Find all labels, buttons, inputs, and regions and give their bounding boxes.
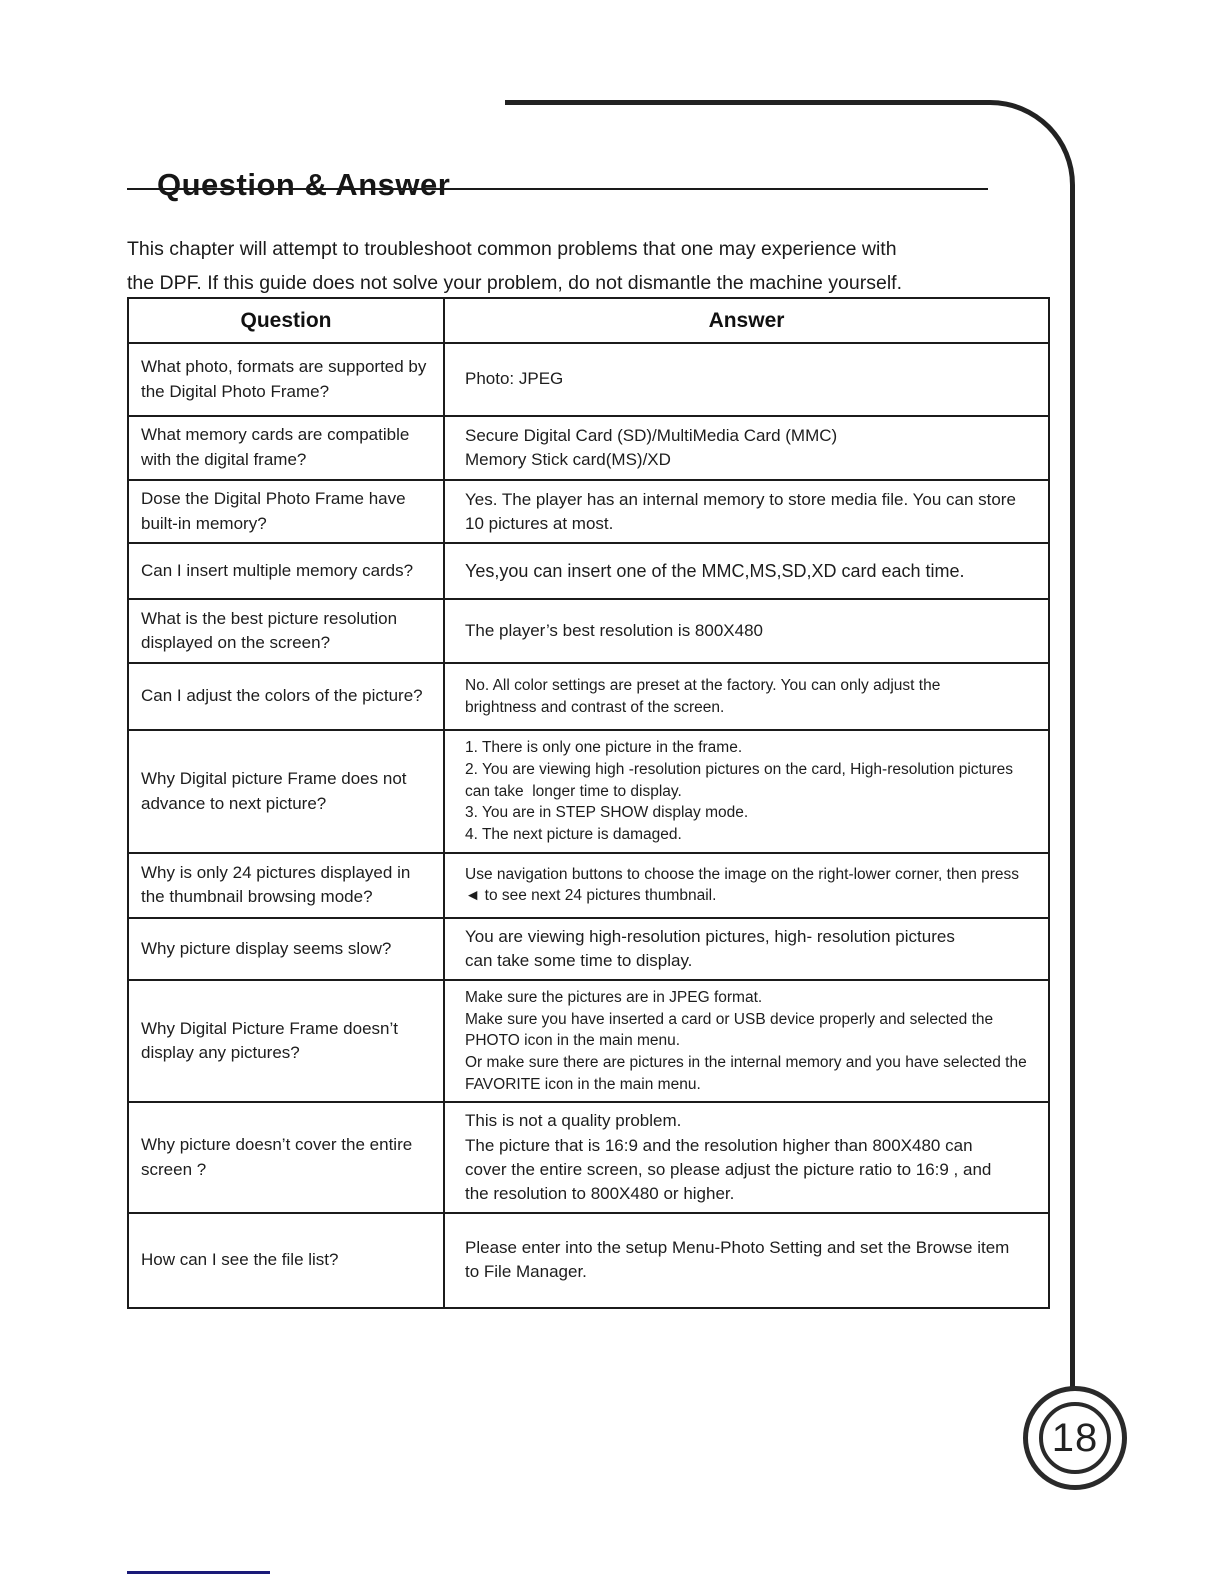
table-row: Why Digital Picture Frame doesn’t displa… (127, 978, 1050, 1104)
answer-cell: Use navigation buttons to choose the ima… (443, 851, 1050, 919)
qa-table: Question Answer What photo, formats are … (127, 297, 1050, 1309)
answer-cell: No. All color settings are preset at the… (443, 662, 1050, 732)
title-underline (127, 188, 988, 190)
question-cell: What photo, formats are supported by the… (127, 342, 445, 417)
question-cell: What memory cards are compatible with th… (127, 415, 445, 481)
table-row: How can I see the file list? Please enter… (127, 1211, 1050, 1309)
question-column-header: Question (127, 297, 445, 344)
qa-table-body: What photo, formats are supported by the… (127, 342, 1050, 1309)
table-row: What is the best picture resolution disp… (127, 598, 1050, 665)
table-row: Can I adjust the colors of the picture? N… (127, 662, 1050, 732)
question-cell: Why Digital Picture Frame doesn’t displa… (127, 978, 445, 1104)
table-row: What memory cards are compatible with th… (127, 415, 1050, 481)
answer-cell: You are viewing high-resolution pictures… (443, 916, 1050, 981)
table-row: What photo, formats are supported by the… (127, 342, 1050, 417)
answer-cell: Photo: JPEG (443, 342, 1050, 417)
question-cell: What is the best picture resolution disp… (127, 598, 445, 665)
question-cell: Can I adjust the colors of the picture? (127, 662, 445, 732)
answer-cell: Yes,you can insert one of the MMC,MS,SD,… (443, 542, 1050, 601)
table-row: Why is only 24 pictures displayed in the… (127, 851, 1050, 919)
page-title: Question & Answer (157, 166, 451, 202)
table-row: Why picture doesn’t cover the entire scr… (127, 1101, 1050, 1214)
question-cell: How can I see the file list? (127, 1211, 445, 1309)
question-cell: Why is only 24 pictures displayed in the… (127, 851, 445, 919)
question-cell: Why picture display seems slow? (127, 916, 445, 981)
table-row: Dose the Digital Photo Frame have built-… (127, 478, 1050, 545)
answer-cell: The player’s best resolution is 800X480 (443, 598, 1050, 665)
table-header-row: Question Answer (127, 297, 1050, 344)
answer-cell: This is not a quality problem. The pictu… (443, 1101, 1050, 1214)
page-number-circle: 18 (1023, 1386, 1127, 1490)
answer-cell: 1. There is only one picture in the fram… (443, 729, 1050, 854)
intro-paragraph: This chapter will attempt to troubleshoo… (127, 237, 903, 294)
question-cell: Why Digital picture Frame does not advan… (127, 729, 445, 854)
question-cell: Can I insert multiple memory cards? (127, 542, 445, 601)
table-row: Can I insert multiple memory cards? Yes,y… (127, 542, 1050, 601)
footer-accent-line (127, 1571, 270, 1574)
answer-cell: Make sure the pictures are in JPEG forma… (443, 978, 1050, 1104)
answer-cell: Secure Digital Card (SD)/MultiMedia Card… (443, 415, 1050, 481)
decorative-corner-border (505, 100, 1075, 1393)
page-number-inner-circle: 18 (1039, 1402, 1111, 1474)
answer-cell: Yes. The player has an internal memory t… (443, 478, 1050, 545)
question-cell: Why picture doesn’t cover the entire scr… (127, 1101, 445, 1214)
question-cell: Dose the Digital Photo Frame have built-… (127, 478, 445, 545)
page-number: 18 (1051, 1415, 1099, 1460)
table-row: Why Digital picture Frame does not advan… (127, 729, 1050, 854)
table-row: Why picture display seems slow? You are v… (127, 916, 1050, 981)
answer-column-header: Answer (443, 297, 1050, 344)
answer-cell: Please enter into the setup Menu-Photo S… (443, 1211, 1050, 1309)
